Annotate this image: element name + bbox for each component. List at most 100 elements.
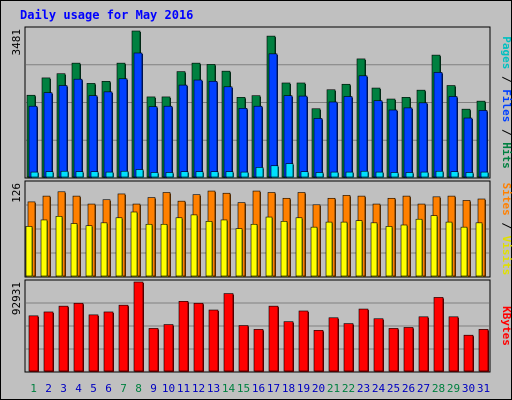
bar-kbytes-day-1	[28, 315, 39, 372]
bar-kbytes-day-19	[298, 310, 309, 372]
bar-kbytes-day-29	[448, 316, 459, 372]
bar-pages-day-11	[180, 171, 189, 178]
panel-legend: KBytes	[500, 306, 512, 346]
x-tick-label: 27	[417, 382, 430, 395]
bar-kbytes-day-22	[343, 323, 354, 372]
bar-sites-day-20	[310, 226, 318, 277]
bar-sites-day-22	[340, 221, 348, 277]
bar-files-day-1	[28, 105, 38, 178]
bar-sites-day-2	[40, 219, 48, 277]
bar-sites-day-23	[355, 220, 363, 277]
bar-sites-day-5	[85, 225, 93, 277]
x-tick-label: 15	[237, 382, 250, 395]
x-tick-label: 14	[222, 382, 236, 395]
bar-files-day-13	[208, 80, 218, 178]
bar-sites-day-13	[205, 221, 213, 277]
bar-files-day-29	[448, 96, 458, 178]
bar-kbytes-day-13	[208, 309, 219, 372]
bar-kbytes-day-3	[58, 305, 69, 372]
bar-pages-day-31	[480, 171, 489, 178]
x-tick-label: 1	[30, 382, 37, 395]
bar-pages-day-12	[195, 171, 204, 178]
legend-files: Files	[500, 89, 512, 122]
bar-files-day-8	[133, 52, 143, 178]
bar-sites-day-17	[265, 216, 273, 277]
bar-pages-day-3	[60, 170, 69, 178]
bar-sites-day-10	[160, 223, 168, 277]
bar-pages-day-9	[150, 172, 159, 178]
legend-separator: /	[500, 69, 512, 89]
bar-sites-day-15	[235, 228, 243, 277]
bar-files-day-21	[328, 101, 338, 178]
bar-kbytes-day-12	[193, 302, 204, 372]
bar-sites-day-6	[100, 222, 108, 277]
x-tick-label: 16	[252, 382, 265, 395]
bar-sites-day-27	[415, 218, 423, 277]
x-tick-label: 12	[192, 382, 205, 395]
panel-kbytes: 92931 KBytes	[10, 279, 512, 373]
bar-kbytes-day-28	[433, 297, 444, 372]
bar-files-day-27	[418, 102, 428, 178]
bar-kbytes-day-14	[223, 293, 234, 372]
bar-kbytes-day-16	[253, 329, 264, 372]
bar-pages-day-30	[465, 172, 474, 178]
x-tick-label: 17	[267, 382, 280, 395]
panel-hits-files-pages: 3481 Pages / Files / Hits	[10, 26, 512, 179]
bar-files-day-28	[433, 72, 443, 178]
bar-pages-day-5	[90, 171, 99, 178]
bar-kbytes-day-24	[373, 318, 384, 372]
bar-pages-day-7	[120, 170, 129, 178]
bar-files-day-4	[73, 78, 83, 178]
x-tick-label: 5	[90, 382, 97, 395]
bar-sites-day-3	[55, 216, 63, 277]
bar-pages-day-27	[420, 171, 429, 178]
bar-pages-day-8	[135, 169, 144, 178]
bar-sites-day-29	[445, 221, 453, 277]
bar-pages-day-21	[330, 171, 339, 178]
bar-kbytes-day-6	[103, 311, 114, 372]
bar-kbytes-day-20	[313, 330, 324, 372]
bar-sites-day-25	[385, 226, 393, 277]
bar-pages-day-29	[450, 171, 459, 178]
bar-sites-day-28	[430, 215, 438, 277]
bar-pages-day-24	[375, 171, 384, 178]
x-tick-label: 22	[342, 382, 355, 395]
bar-pages-day-18	[285, 163, 294, 178]
bar-kbytes-day-21	[328, 317, 339, 372]
bar-files-day-15	[238, 108, 248, 178]
panel-visits-sites: 126 Sites / Visits	[10, 180, 512, 278]
bar-kbytes-day-4	[73, 302, 84, 372]
bar-files-day-9	[148, 106, 158, 178]
bar-files-day-7	[118, 78, 128, 178]
x-tick-label: 11	[177, 382, 190, 395]
x-tick-label: 31	[477, 382, 490, 395]
bar-files-day-11	[178, 84, 188, 178]
x-tick-label: 6	[105, 382, 112, 395]
bar-kbytes-day-10	[163, 324, 174, 372]
bar-sites-day-12	[190, 214, 198, 277]
x-tick-label: 29	[447, 382, 460, 395]
x-tick-label: 25	[387, 382, 400, 395]
bar-pages-day-14	[225, 171, 234, 178]
x-tick-label: 8	[135, 382, 142, 395]
bar-pages-day-22	[345, 171, 354, 178]
bar-sites-day-4	[70, 223, 78, 277]
bar-pages-day-2	[45, 171, 54, 178]
bar-kbytes-day-18	[283, 321, 294, 372]
x-tick-label: 19	[297, 382, 310, 395]
bar-sites-day-21	[325, 221, 333, 277]
bar-kbytes-day-30	[463, 334, 474, 372]
bar-sites-day-9	[145, 223, 153, 277]
x-tick-label: 20	[312, 382, 325, 395]
bar-files-day-25	[388, 109, 398, 178]
bar-files-day-31	[478, 110, 488, 178]
bar-sites-day-19	[295, 217, 303, 277]
bar-files-day-3	[58, 85, 68, 178]
bar-pages-day-25	[390, 172, 399, 178]
legend-pages: Pages	[500, 36, 512, 69]
bar-sites-day-11	[175, 217, 183, 277]
bar-kbytes-day-23	[358, 308, 369, 372]
bar-sites-day-18	[280, 221, 288, 277]
bar-pages-day-16	[255, 167, 264, 178]
bar-files-day-2	[43, 92, 53, 178]
